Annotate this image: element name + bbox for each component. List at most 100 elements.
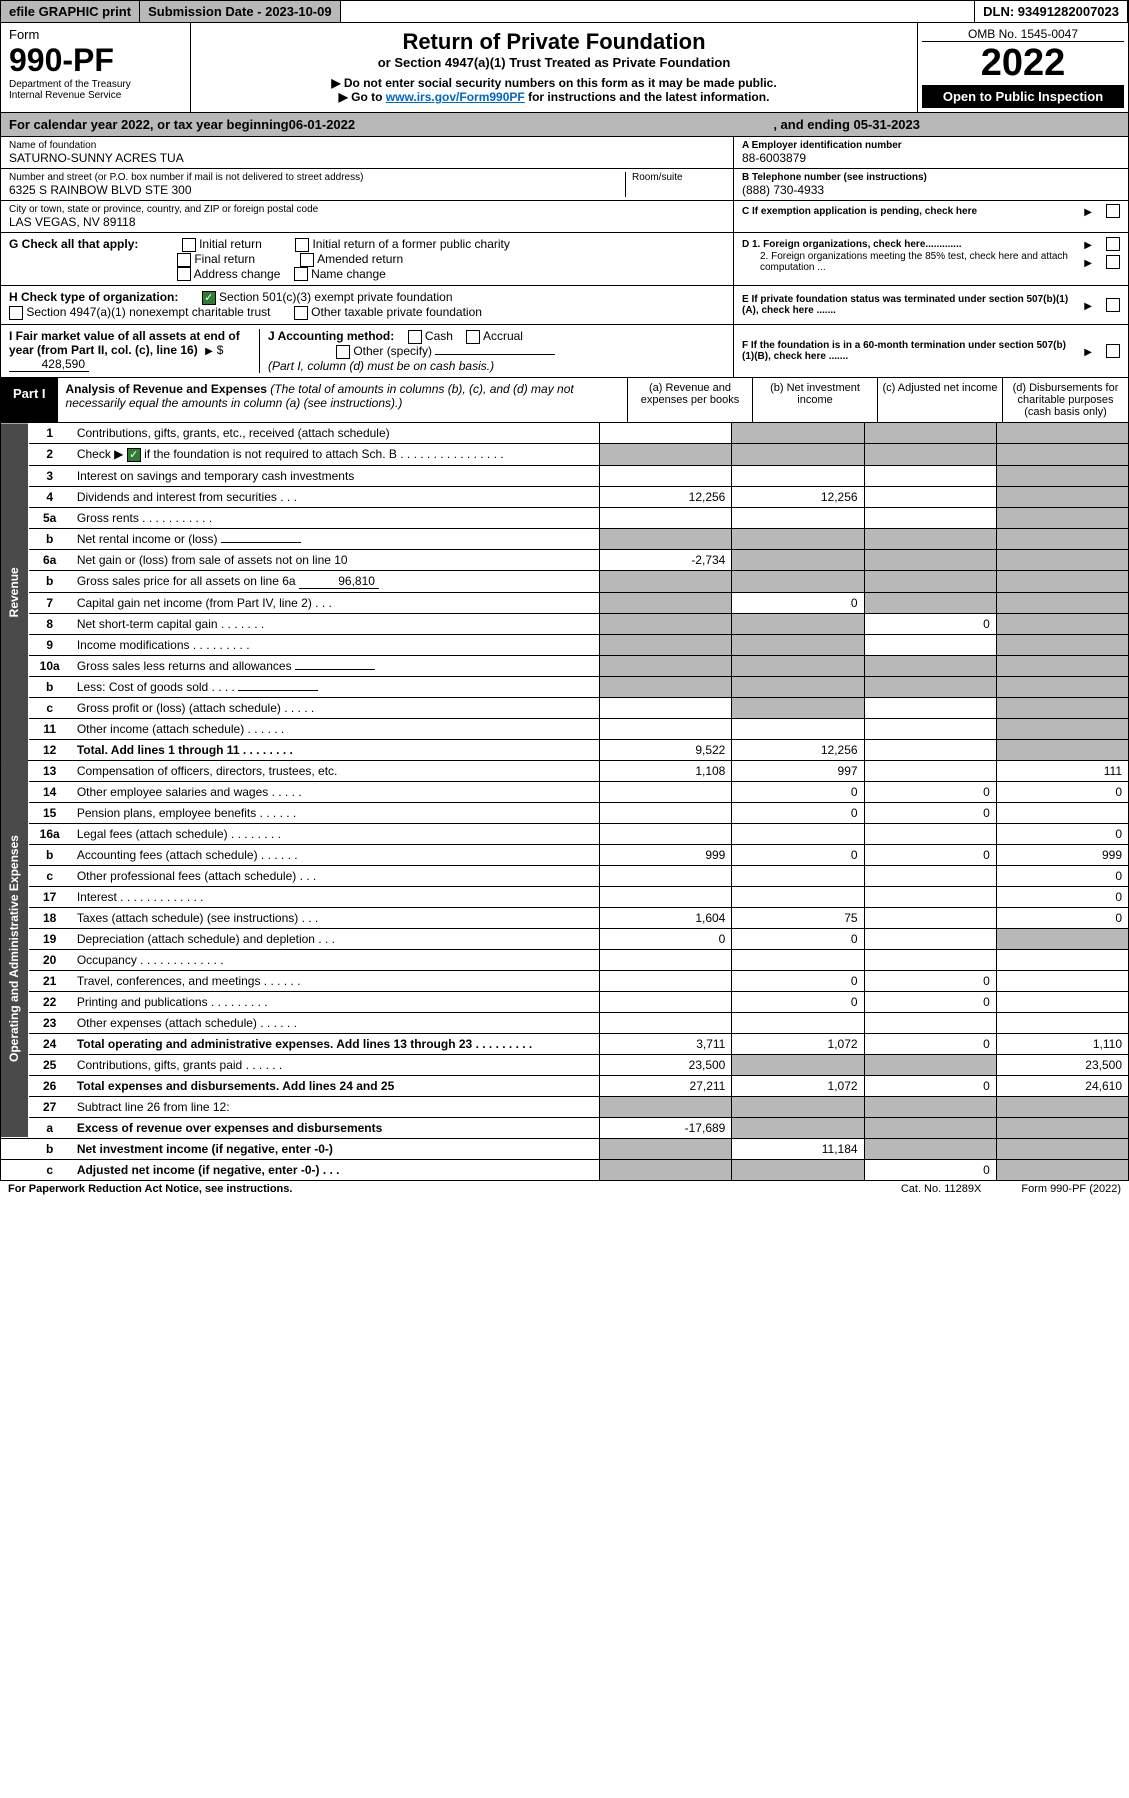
checkbox-accrual[interactable] [466, 330, 480, 344]
checkbox-g4[interactable] [300, 253, 314, 267]
box-d1: D 1. Foreign organizations, check here..… [742, 239, 1070, 250]
line-desc: Printing and publications . . . . . . . … [71, 991, 600, 1012]
line-desc: Excess of revenue over expenses and disb… [71, 1117, 600, 1138]
line-desc: Income modifications . . . . . . . . . [71, 634, 600, 655]
form-lbl: Form [9, 27, 182, 42]
line-no: 12 [29, 739, 71, 760]
amt: 3,711 [600, 1033, 732, 1054]
line-desc: Dividends and interest from securities .… [71, 486, 600, 507]
line-desc: Total operating and administrative expen… [71, 1033, 600, 1054]
line-no: 18 [29, 907, 71, 928]
col-c: (c) Adjusted net income [878, 378, 1003, 422]
checkbox-d1[interactable] [1106, 237, 1120, 251]
line-desc: Contributions, gifts, grants, etc., rece… [71, 423, 600, 444]
phone-lbl: B Telephone number (see instructions) [742, 172, 1120, 183]
checkbox-g5[interactable] [177, 267, 191, 281]
line-desc: Net investment income (if negative, ente… [71, 1138, 600, 1159]
line-desc: Adjusted net income (if negative, enter … [71, 1159, 600, 1180]
line-no: a [29, 1117, 71, 1138]
line-no: b [29, 676, 71, 697]
open-inspection: Open to Public Inspection [922, 85, 1124, 108]
city: LAS VEGAS, NV 89118 [9, 215, 725, 229]
checkbox-f[interactable] [1106, 344, 1120, 358]
checkbox-g2[interactable] [295, 238, 309, 252]
amt: 1,604 [600, 907, 732, 928]
checkbox-d2[interactable] [1106, 255, 1120, 269]
line-no: 25 [29, 1054, 71, 1075]
info-block: Name of foundation SATURNO-SUNNY ACRES T… [0, 137, 1129, 233]
irs-link[interactable]: www.irs.gov/Form990PF [386, 90, 525, 104]
checkbox-g6[interactable] [294, 267, 308, 281]
amt: 75 [732, 907, 864, 928]
line-no: 15 [29, 802, 71, 823]
box-f: F If the foundation is in a 60-month ter… [742, 340, 1070, 362]
amt: 0 [732, 970, 864, 991]
amt: 0 [864, 1033, 996, 1054]
revenue-side: Revenue [1, 423, 29, 760]
checkbox-schb[interactable] [127, 448, 141, 462]
arrow-icon [1084, 255, 1092, 269]
amt: 0 [864, 613, 996, 634]
dept: Department of the Treasury [9, 79, 182, 90]
amt: 0 [864, 781, 996, 802]
submission-date: Submission Date - 2023-10-09 [140, 1, 341, 22]
inline-val[interactable] [238, 690, 318, 691]
amt: 111 [996, 760, 1128, 781]
amt: 0 [732, 781, 864, 802]
inline-val[interactable] [295, 669, 375, 670]
efile-print-btn[interactable]: efile GRAPHIC print [1, 1, 140, 22]
line-desc: Gross profit or (loss) (attach schedule)… [71, 697, 600, 718]
amt: 0 [996, 907, 1128, 928]
amt: -17,689 [600, 1117, 732, 1138]
checkbox-other[interactable] [336, 345, 350, 359]
amt: 23,500 [600, 1054, 732, 1075]
amt: -2,734 [600, 549, 732, 570]
calendar-year: For calendar year 2022, or tax year begi… [0, 113, 1129, 137]
line-no: c [29, 697, 71, 718]
checkbox-h2[interactable] [9, 306, 23, 320]
inline-val[interactable] [221, 542, 301, 543]
h-row: H Check type of organization: Section 50… [0, 286, 1129, 325]
line-desc: Total expenses and disbursements. Add li… [71, 1075, 600, 1096]
checkbox-h1[interactable] [202, 291, 216, 305]
form-number: 990-PF [9, 42, 182, 79]
line-desc: Subtract line 26 from line 12: [71, 1096, 600, 1117]
amt: 0 [864, 1159, 996, 1180]
checkbox-cash[interactable] [408, 330, 422, 344]
ein-lbl: A Employer identification number [742, 140, 1120, 151]
ein: 88-6003879 [742, 151, 1120, 165]
ij-row: I Fair market value of all assets at end… [0, 325, 1129, 378]
line-no: b [29, 1138, 71, 1159]
other-specify[interactable] [435, 354, 555, 355]
line-no: 21 [29, 970, 71, 991]
form-header: Form 990-PF Department of the Treasury I… [0, 23, 1129, 113]
line-desc: Capital gain net income (from Part IV, l… [71, 592, 600, 613]
room-lbl: Room/suite [632, 172, 725, 183]
checkbox-e[interactable] [1106, 298, 1120, 312]
line-no: 24 [29, 1033, 71, 1054]
irs: Internal Revenue Service [9, 90, 182, 101]
h-lbl: H Check type of organization: [9, 290, 178, 304]
address: 6325 S RAINBOW BLVD STE 300 [9, 183, 625, 197]
line-no: b [29, 528, 71, 549]
checkbox-g3[interactable] [177, 253, 191, 267]
line-no: 17 [29, 886, 71, 907]
line-no: 9 [29, 634, 71, 655]
line-desc: Legal fees (attach schedule) . . . . . .… [71, 823, 600, 844]
checkbox-c[interactable] [1106, 204, 1120, 218]
city-lbl: City or town, state or province, country… [9, 204, 725, 215]
line-desc: Depreciation (attach schedule) and deple… [71, 928, 600, 949]
line-desc: Other income (attach schedule) . . . . .… [71, 718, 600, 739]
omb: OMB No. 1545-0047 [922, 27, 1124, 42]
checkbox-h3[interactable] [294, 306, 308, 320]
dln: DLN: 93491282007023 [974, 1, 1128, 22]
box-e: E If private foundation status was termi… [742, 294, 1070, 316]
amt: 0 [996, 781, 1128, 802]
phone: (888) 730-4933 [742, 183, 1120, 197]
checkbox-g1[interactable] [182, 238, 196, 252]
line-no: 26 [29, 1075, 71, 1096]
col-b: (b) Net investment income [753, 378, 878, 422]
line-no: 4 [29, 486, 71, 507]
line-no: 19 [29, 928, 71, 949]
line-no: 16a [29, 823, 71, 844]
